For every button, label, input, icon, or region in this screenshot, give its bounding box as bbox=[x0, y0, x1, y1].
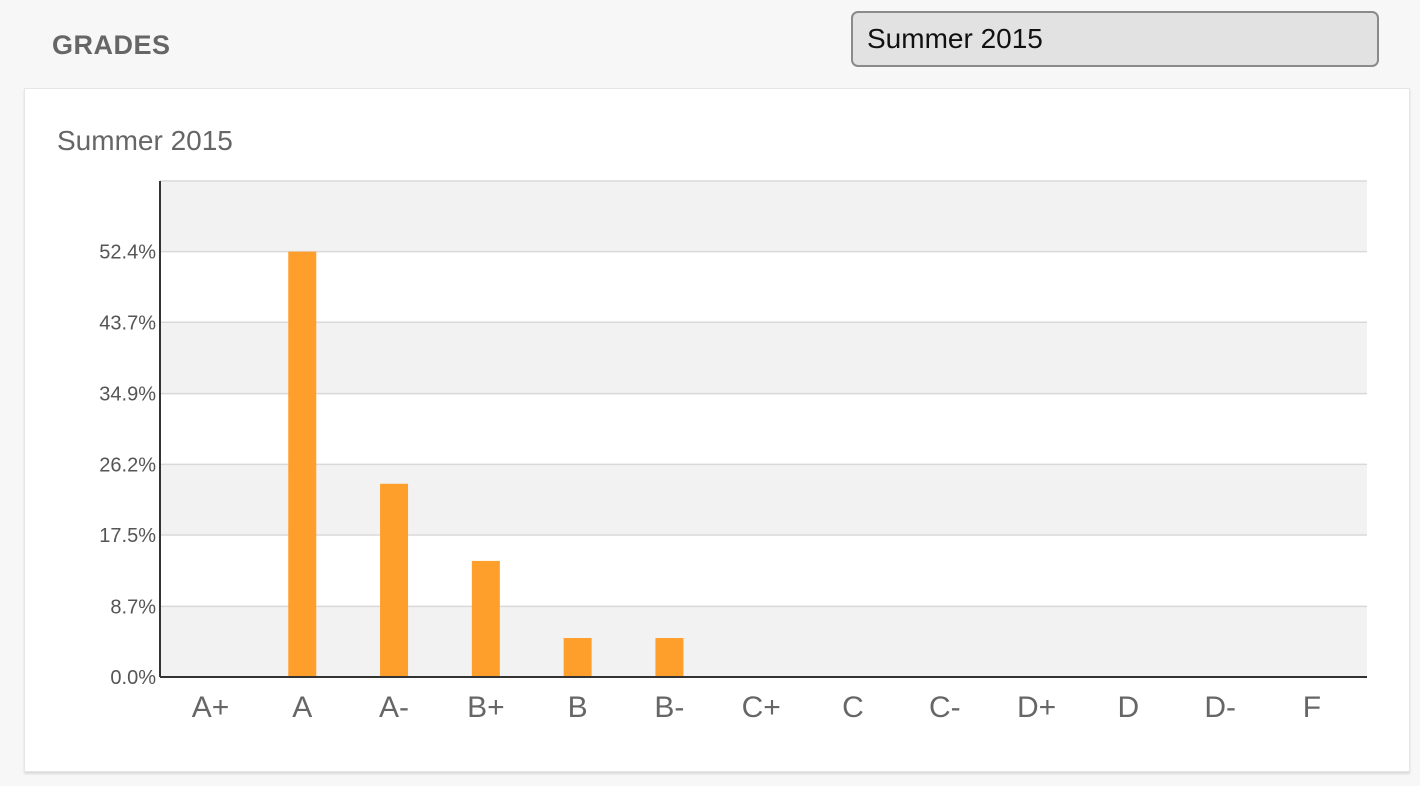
y-tick-label: 26.2% bbox=[99, 454, 156, 476]
y-tick-label: 52.4% bbox=[99, 242, 156, 264]
bar-b-minus bbox=[655, 638, 684, 677]
plot-band bbox=[160, 464, 1367, 535]
x-tick-label: C bbox=[842, 691, 864, 724]
y-tick-label: 43.7% bbox=[99, 312, 156, 334]
x-tick-label: D- bbox=[1204, 691, 1236, 724]
x-tick-label: D bbox=[1118, 691, 1140, 724]
page-title: GRADES bbox=[52, 30, 171, 60]
x-tick-label: B bbox=[568, 691, 588, 724]
plot-band bbox=[160, 606, 1367, 677]
x-tick-label: A bbox=[292, 691, 312, 724]
x-tick-label: A+ bbox=[192, 691, 230, 724]
bar-b-plus bbox=[471, 560, 500, 677]
grades-bar-chart: 0.0% 8.7% 17.5% 26.2% 34.9% 43.7% 52.4% A+ A A- B+… bbox=[99, 180, 1367, 724]
x-tick-label: B- bbox=[654, 691, 684, 724]
y-tick-label: 17.5% bbox=[99, 525, 156, 547]
chart-title: Summer 2015 bbox=[57, 125, 233, 156]
bar-a-minus bbox=[380, 483, 409, 677]
y-tick-label: 0.0% bbox=[110, 667, 156, 689]
bar-a bbox=[288, 251, 317, 678]
x-tick-label: C- bbox=[929, 691, 961, 724]
bar-b bbox=[563, 638, 592, 677]
y-tick-label: 8.7% bbox=[110, 596, 156, 618]
grades-chart-card: Summer 2015 0.0% 8.7% 17.5% 26.2% 34.9% 43.7%… bbox=[24, 88, 1410, 772]
plot-band bbox=[160, 322, 1367, 394]
term-select[interactable]: Summer 2015 bbox=[851, 11, 1379, 67]
x-tick-label: D+ bbox=[1017, 691, 1056, 724]
y-tick-label: 34.9% bbox=[99, 384, 156, 406]
plot-band bbox=[160, 181, 1367, 252]
x-tick-label: C+ bbox=[742, 691, 781, 724]
x-tick-label: F bbox=[1303, 691, 1321, 724]
x-tick-label: A- bbox=[379, 691, 409, 724]
x-tick-label: B+ bbox=[467, 691, 505, 724]
